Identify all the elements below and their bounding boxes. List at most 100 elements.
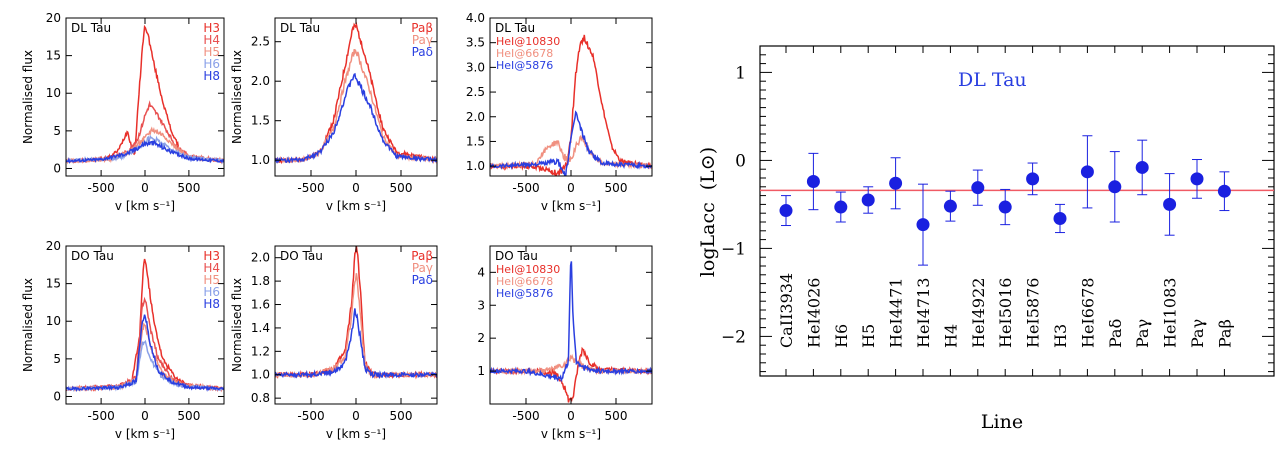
point-marker: [1190, 172, 1204, 186]
y-tick-label: 2.0: [251, 74, 270, 88]
point-marker: [834, 200, 848, 214]
category-label: HeI5876: [1024, 278, 1043, 348]
legend-entry: HeI@10830: [496, 35, 560, 48]
point-marker: [1108, 180, 1122, 194]
data-point-6: [916, 183, 930, 266]
x-tick-label: -500: [87, 181, 114, 195]
x-tick-label: -500: [512, 409, 539, 423]
spectrum-panel-1: -500 0 500 0 5 10 15 20 v [km s⁻¹] Normalised flu…: [21, 11, 225, 213]
star-label: DO Tau: [71, 249, 114, 263]
y-tick-label: 3.0: [466, 60, 485, 74]
x-tick-label: -500: [87, 409, 114, 423]
y-axis-label: Normalised flux: [21, 50, 35, 144]
data-point-16: [1190, 159, 1204, 199]
y-tick-label: 2.0: [251, 251, 270, 265]
point-marker: [861, 193, 875, 207]
x-tick-label: 500: [605, 409, 628, 423]
y-tick-label: 10: [46, 314, 61, 328]
data-point-8: [971, 169, 985, 206]
y-tick-label: 1.2: [251, 344, 270, 358]
x-axis-label: Line: [981, 411, 1023, 433]
data-point-3: [834, 191, 848, 223]
point-marker: [806, 175, 820, 189]
x-tick-label: -500: [297, 181, 324, 195]
star-label: DO Tau: [495, 249, 538, 263]
y-tick-label: 2.5: [466, 85, 485, 99]
x-tick-label: 500: [390, 409, 413, 423]
category-label: HeI1083: [1161, 278, 1180, 348]
legend-entry: H6: [203, 57, 220, 71]
data-point-15: [1163, 173, 1177, 236]
y-tick-label: 1.5: [251, 114, 270, 128]
point-marker: [1053, 211, 1067, 225]
category-label: Paβ: [1215, 319, 1234, 348]
y-tick-label: 20: [46, 11, 61, 25]
category-label: Paγ: [1133, 319, 1152, 348]
y-tick-label: 10: [46, 86, 61, 100]
x-axis-label: v [km s⁻¹]: [326, 427, 386, 441]
legend-entry: H4: [203, 261, 220, 275]
y-tick-label: 15: [46, 49, 61, 63]
legend-entry: H3: [203, 249, 220, 263]
y-tick-label: 1.4: [251, 321, 270, 335]
legend-entry: H8: [203, 69, 220, 83]
category-label: H4: [941, 324, 960, 348]
series-group: [490, 34, 652, 176]
y-tick-label: 0.8: [251, 391, 270, 405]
y-axis-label: Normalised flux: [230, 50, 244, 144]
legend-entry: Paδ: [412, 273, 433, 287]
data-point-14: [1135, 139, 1149, 196]
x-axis-label: v [km s⁻¹]: [541, 427, 601, 441]
x-tick-label: 0: [567, 409, 575, 423]
point-marker: [1135, 160, 1149, 174]
y-tick-label: 20: [46, 239, 61, 253]
legend-entry: HeI@6678: [496, 47, 553, 60]
category-label: H6: [832, 324, 851, 348]
y-tick-label: 4.0: [466, 11, 485, 25]
y-tick-label: 5: [53, 352, 61, 366]
category-label: Paδ: [1106, 319, 1125, 348]
data-point-5: [889, 157, 903, 210]
y-tick-label: 0: [735, 151, 746, 171]
x-axis-label: v [km s⁻¹]: [115, 199, 175, 213]
y-tick-label: 1.5: [466, 134, 485, 148]
data-point-7: [943, 190, 957, 222]
y-axis-label: Normalised flux: [230, 278, 244, 372]
y-axis-label: Normalised flux: [21, 278, 35, 372]
spectrum-line-5: [66, 139, 224, 164]
series-group: [66, 258, 224, 393]
x-tick-label: 500: [177, 181, 200, 195]
spectrum-panel-2: -500 0 500 1.0 1.5 2.0 2.5 v [km s⁻¹] Normalised…: [230, 17, 438, 213]
point-marker: [889, 176, 903, 190]
data-point-1: [779, 195, 793, 227]
data-point-12: [1080, 135, 1094, 209]
spectrum-panel-5: -500 0 500 0.8 1.0 1.2 1.4 1.6 1.8 2.0 v [km s⁻¹] N…: [230, 245, 438, 441]
legend-entry: H5: [203, 45, 220, 59]
point-marker: [1080, 165, 1094, 179]
legend-entry: Paγ: [412, 33, 433, 47]
x-axis-label: v [km s⁻¹]: [541, 199, 601, 213]
legend-entry: H5: [203, 273, 220, 287]
legend-entry: Paβ: [411, 21, 433, 35]
legend-entry: Paβ: [411, 249, 433, 263]
y-tick-label: 1.0: [466, 159, 485, 173]
category-label: H5: [859, 324, 878, 348]
y-tick-label: 1: [735, 63, 746, 83]
y-tick-label: 4: [477, 265, 485, 279]
point-marker: [998, 200, 1012, 214]
x-tick-label: 0: [141, 181, 149, 195]
y-tick-label: 1.8: [251, 274, 270, 288]
x-axis-label: v [km s⁻¹]: [326, 199, 386, 213]
spectrum-panel-3: -500 0 500 1.0 1.5 2.0 2.5 3.0 3.5 4.0 v [km s⁻¹] D…: [466, 11, 653, 213]
point-marker: [1026, 172, 1040, 186]
point-marker: [1217, 184, 1231, 198]
spectrum-line-3: [275, 308, 437, 380]
spectrum-line-3: [490, 110, 652, 176]
y-tick-label: −2: [721, 327, 746, 347]
spectra-panels: -500 0 500 0 5 10 15 20 v [km s⁻¹] Normalised flu…: [21, 11, 653, 441]
category-label: HeI4026: [804, 278, 823, 348]
y-tick-label: 2.0: [466, 110, 485, 124]
y-tick-label: 15: [46, 277, 61, 291]
